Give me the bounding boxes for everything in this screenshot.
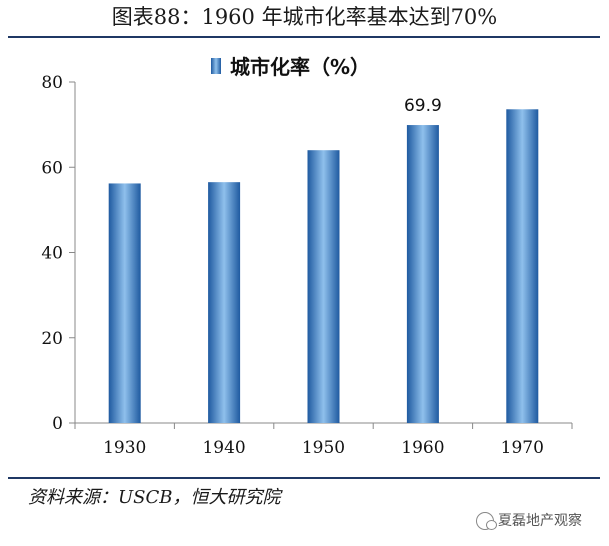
y-tick-label: 60 [41,158,63,178]
bar-1970 [506,109,539,423]
bottom-rule [8,477,600,479]
x-tick-label: 1950 [302,438,345,458]
y-tick-label: 20 [41,329,63,349]
top-rule [8,36,600,38]
y-tick-label: 0 [52,414,63,434]
watermark: 夏磊地产观察 [476,508,582,534]
x-tick-label: 1940 [202,438,245,458]
bar-1940 [208,182,241,423]
bar-1950 [307,150,340,423]
watermark-label: 夏磊地产观察 [498,513,582,529]
source-note: 资料来源：USCB，恒大研究院 [28,487,281,508]
wechat-icon [476,512,497,530]
data-label-1960: 69.9 [404,96,442,116]
legend-label: 城市化率（%） [230,55,370,79]
x-tick-label: 1960 [401,438,444,458]
bar-1930 [108,183,141,423]
legend-swatch [211,58,221,74]
x-tick-label: 1970 [501,438,544,458]
legend: 城市化率（%） [211,55,370,79]
bar-chart: 城市化率（%） 0 20 40 60 80 1930 1940 1950 1960 1970 69… [41,55,573,458]
bar-1960 [406,125,439,424]
chart-title: 图表88：1960 年城市化率基本达到70% [111,5,498,29]
y-tick-label: 80 [41,73,63,93]
y-tick-label: 40 [41,244,63,264]
x-tick-label: 1930 [103,438,146,458]
